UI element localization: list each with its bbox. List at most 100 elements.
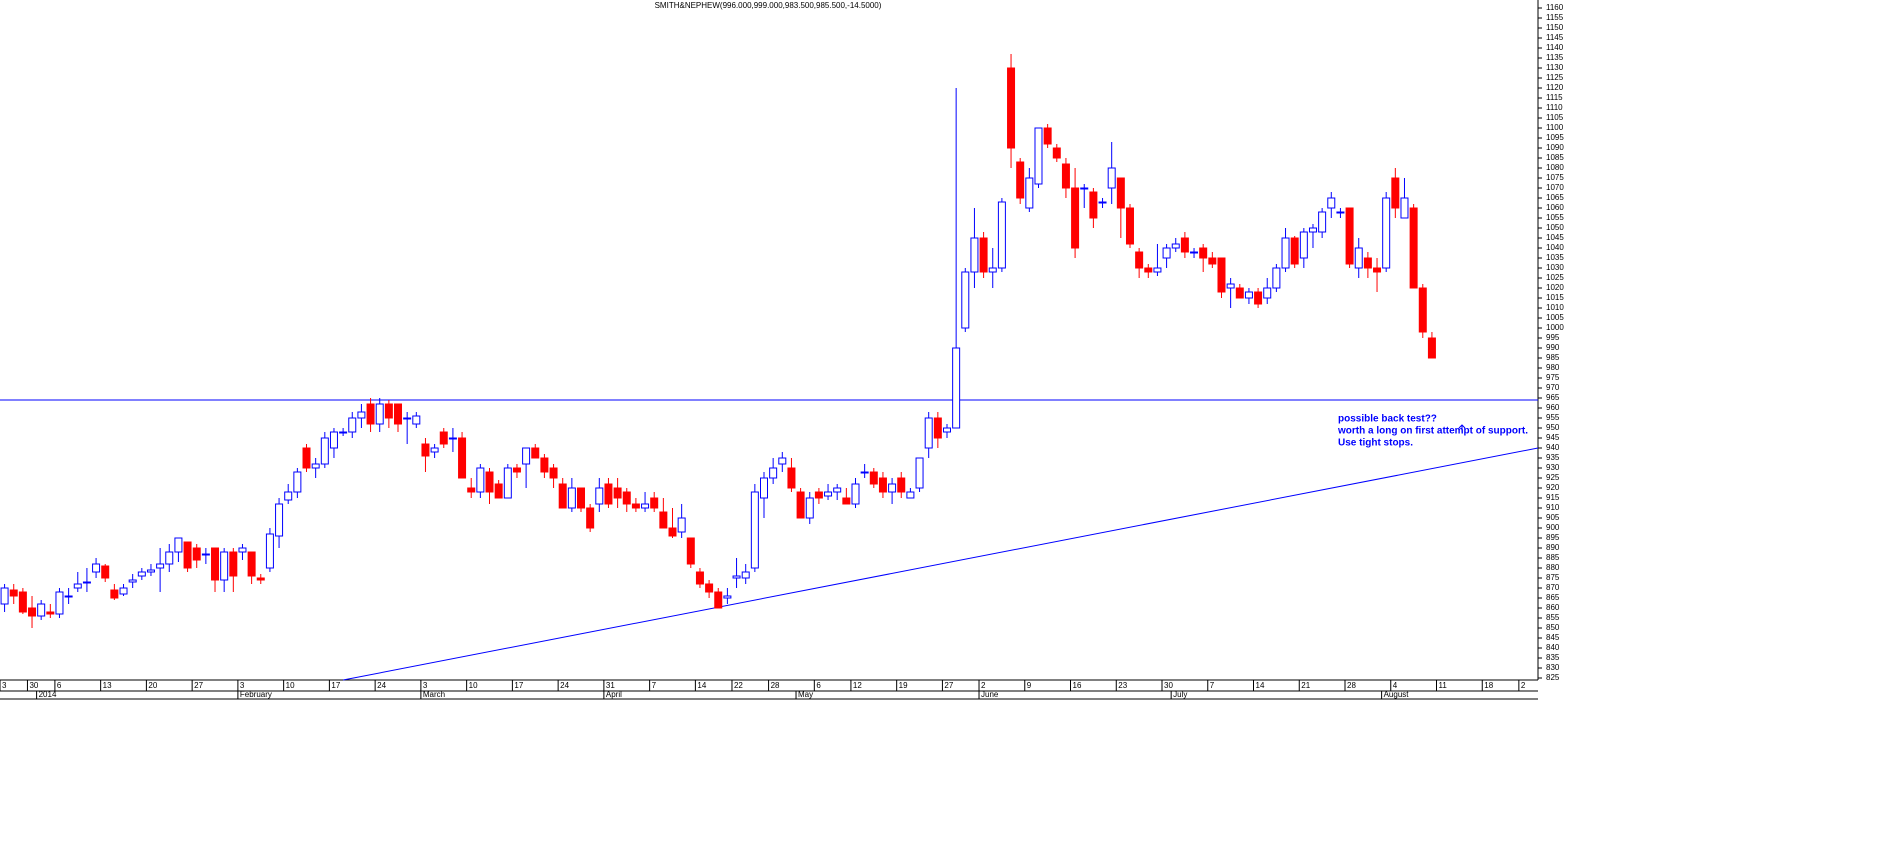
candle-body [1391, 177, 1400, 209]
candle-body [577, 487, 586, 509]
candle-body [348, 417, 357, 433]
candle-body [586, 507, 595, 529]
x-tick-label: 13 [103, 681, 112, 690]
y-tick-label: 915 [1546, 493, 1560, 502]
x-tick-label: 9 [1027, 681, 1032, 690]
candle-body [769, 467, 778, 479]
y-tick-label: 1045 [1546, 233, 1564, 242]
arrow [1458, 424, 1466, 432]
candle-body [265, 533, 274, 569]
x-tick-label: 17 [514, 681, 523, 690]
y-tick-label: 875 [1546, 573, 1560, 582]
candle-body [1290, 237, 1299, 265]
candle-body [28, 607, 37, 617]
x-tick-label: 6 [57, 681, 62, 690]
candle-body [1016, 161, 1025, 199]
candle-body [1089, 191, 1098, 219]
candle-body [1107, 167, 1116, 189]
candle-body [686, 537, 695, 565]
candle-body [531, 447, 540, 459]
candle-body [165, 551, 174, 565]
x-tick-label: 19 [899, 681, 908, 690]
y-tick-label: 825 [1546, 673, 1560, 682]
candle-body [503, 467, 512, 499]
y-tick-label: 1130 [1546, 63, 1564, 72]
candle-body [201, 553, 210, 556]
candle-body [924, 417, 933, 449]
candle-body [311, 463, 320, 469]
y-tick-label: 1095 [1546, 133, 1564, 142]
y-tick-label: 870 [1546, 583, 1560, 592]
candle-body [1007, 67, 1016, 149]
candle-body [9, 589, 18, 597]
candle-body [494, 483, 503, 499]
candle-body [128, 579, 137, 583]
candle-body [604, 483, 613, 505]
candle-body [659, 511, 668, 529]
candle-body [1144, 267, 1153, 273]
candle-body [952, 347, 961, 429]
candle-body [1418, 287, 1427, 333]
candle-body [1235, 287, 1244, 299]
y-tick-label: 1135 [1546, 53, 1564, 62]
candle-body [430, 447, 439, 453]
candle-body [851, 483, 860, 505]
x-tick-label: 27 [944, 681, 953, 690]
y-tick-label: 1120 [1546, 83, 1564, 92]
candle-body [760, 477, 768, 499]
y-tick-label: 910 [1546, 503, 1560, 512]
x-tick-label: 20 [148, 681, 157, 690]
candle-body [732, 575, 741, 579]
y-tick-label: 900 [1546, 523, 1560, 532]
candle-body [1171, 243, 1180, 249]
x-tick-label: 7 [652, 681, 657, 690]
x-tick-label: 17 [331, 681, 340, 690]
y-tick-label: 1125 [1546, 73, 1564, 82]
x-tick-label: 21 [1301, 681, 1310, 690]
candle-body [293, 471, 302, 493]
y-tick-label: 1030 [1546, 263, 1564, 272]
candle-body [814, 491, 823, 499]
candle-body [888, 483, 897, 493]
month-label: July [1173, 690, 1187, 699]
y-tick-label: 1115 [1546, 93, 1563, 102]
y-tick-label: 1035 [1546, 253, 1564, 262]
y-tick-label: 880 [1546, 563, 1560, 572]
y-tick-label: 950 [1546, 423, 1560, 432]
candle-body [705, 583, 714, 593]
candle-body [37, 603, 46, 617]
candle-body [906, 491, 915, 499]
candle-body [595, 487, 604, 505]
candle-body [375, 403, 384, 425]
x-tick-label: 10 [286, 681, 295, 690]
candle-body [1199, 247, 1208, 259]
candle-body [1080, 187, 1089, 190]
candle-body [970, 237, 979, 273]
y-tick-label: 830 [1546, 663, 1560, 672]
annotation: worth a long on first attempt of support… [1337, 426, 1528, 437]
x-tick-label: 6 [816, 681, 821, 690]
y-tick-label: 1160 [1546, 3, 1564, 12]
candle-body [64, 595, 73, 598]
y-tick-label: 865 [1546, 593, 1560, 602]
candle-body [1327, 197, 1336, 209]
candle-body [915, 457, 924, 489]
y-tick-label: 930 [1546, 463, 1560, 472]
candle-body [796, 491, 805, 519]
candle-body [1373, 267, 1382, 273]
x-tick-label: 12 [853, 681, 862, 690]
y-tick-label: 970 [1546, 383, 1560, 392]
candle-body [1052, 147, 1061, 159]
y-tick-label: 940 [1546, 443, 1560, 452]
candle-body [146, 569, 155, 573]
candle-body [92, 563, 101, 573]
candle-body [412, 415, 421, 425]
x-tick-label: 23 [1118, 681, 1127, 690]
y-tick-label: 1015 [1546, 293, 1564, 302]
y-tick-label: 995 [1546, 333, 1560, 342]
x-tick-label: 2 [1521, 681, 1526, 690]
candle-body [394, 403, 403, 425]
candle-body [1034, 127, 1043, 185]
candle-body [778, 457, 787, 465]
y-tick-label: 840 [1546, 643, 1560, 652]
